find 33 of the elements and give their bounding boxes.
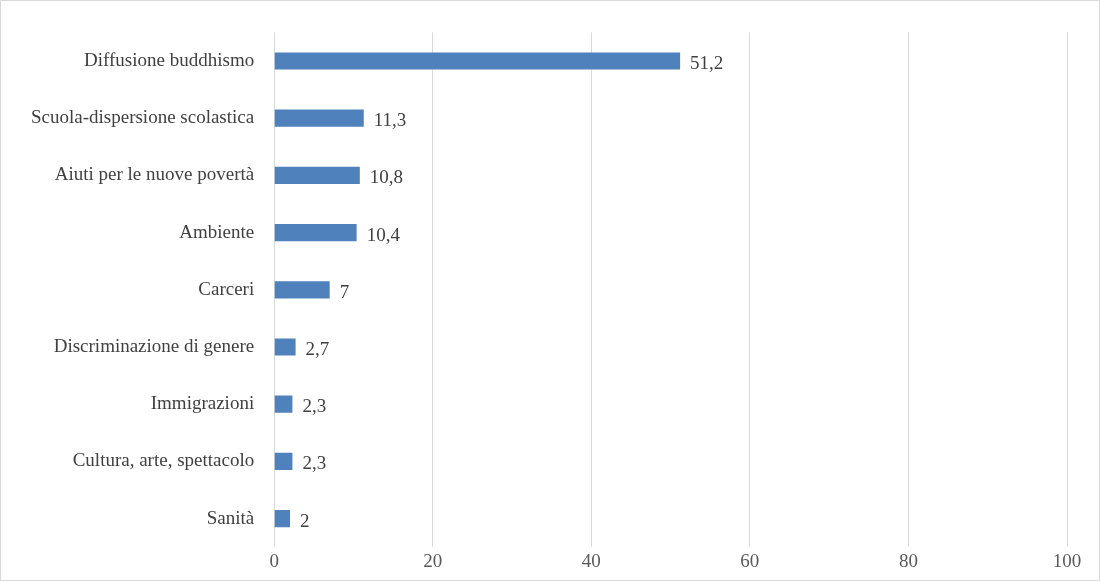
- y-tick-label: Sanità: [206, 506, 255, 528]
- data-label: 10,8: [369, 166, 404, 188]
- y-tick-label: Ambiente: [179, 220, 255, 242]
- bar: [274, 395, 293, 413]
- y-tick-label: Immigrazioni: [150, 392, 255, 414]
- y-tick-label: Aiuti per le nuove povertà: [54, 163, 255, 185]
- bar: [274, 338, 296, 356]
- bar: [274, 52, 681, 70]
- y-tick-label: Cultura, arte, spettacolo: [72, 449, 255, 471]
- data-label: 10,4: [366, 223, 401, 245]
- data-label: 7: [339, 280, 350, 302]
- x-tick-label: 100: [1052, 549, 1082, 571]
- bar: [274, 510, 291, 528]
- bar: [274, 166, 360, 184]
- x-tick-label: 60: [740, 549, 760, 571]
- bar: [274, 224, 357, 242]
- x-tick-label: 80: [898, 549, 918, 571]
- data-label: 2,3: [302, 395, 327, 417]
- data-label: 11,3: [373, 109, 407, 131]
- bar: [274, 281, 330, 299]
- data-label: 2,7: [305, 337, 330, 359]
- x-tick-label: 20: [423, 549, 443, 571]
- bar: [274, 452, 293, 470]
- data-label: 2,3: [302, 452, 327, 474]
- y-tick-label: Carceri: [198, 277, 255, 299]
- y-tick-label: Discriminazione di genere: [53, 334, 255, 356]
- data-label: 2: [300, 509, 310, 531]
- x-tick-label: 0: [269, 549, 279, 571]
- x-tick-label: 40: [581, 549, 601, 571]
- data-label: 51,2: [690, 51, 724, 73]
- y-tick-label: Scuola-dispersione scolastica: [31, 106, 255, 128]
- y-tick-label: Diffusione buddhismo: [84, 48, 255, 70]
- bar: [274, 109, 364, 127]
